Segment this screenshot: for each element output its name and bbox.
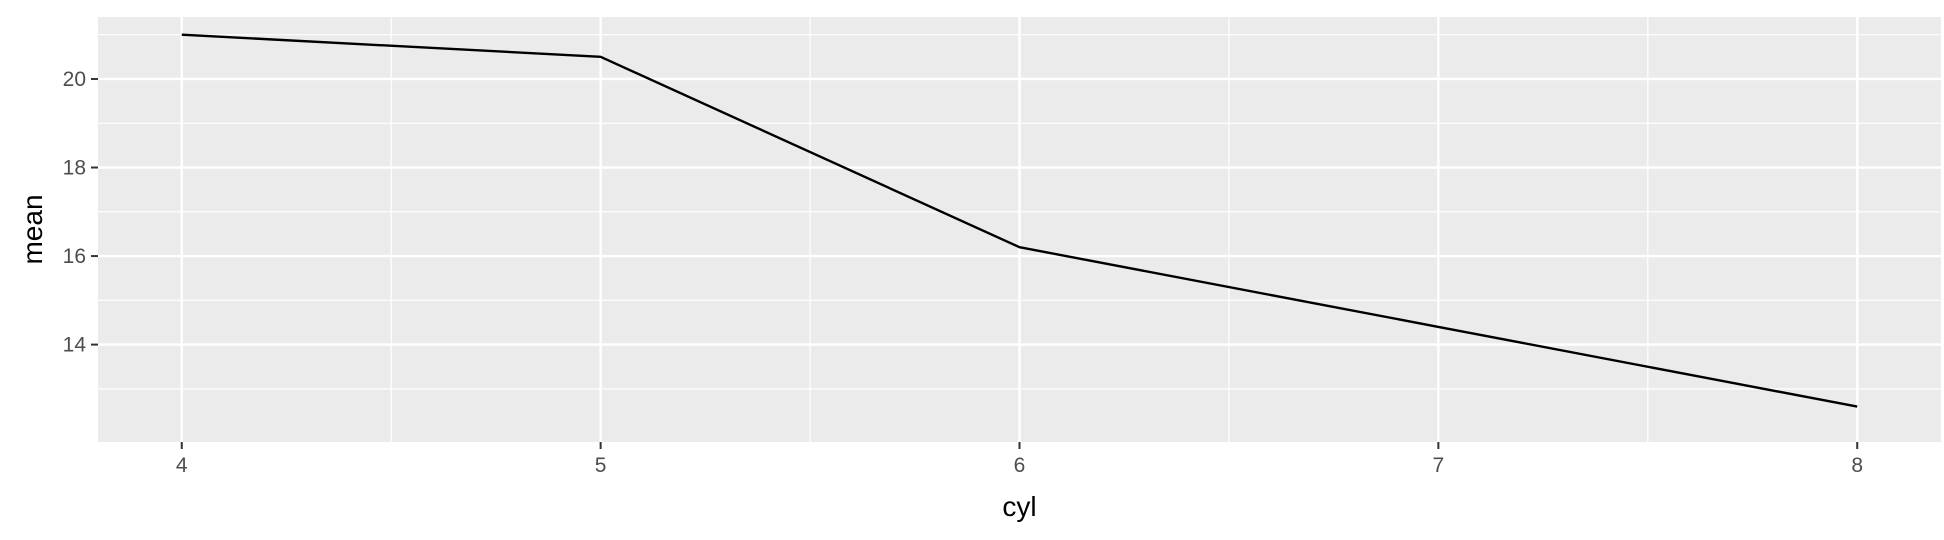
series-layer	[181, 33, 1858, 408]
x-tick-label: 5	[595, 454, 607, 477]
x-tick-label: 6	[1014, 454, 1026, 477]
y-tick-label: 20	[63, 68, 86, 91]
y-tick-label: 14	[63, 334, 87, 357]
x-tick-label: 7	[1433, 454, 1445, 477]
major-gridlines	[98, 17, 1941, 442]
series-line	[181, 33, 1858, 408]
y-tick-label: 18	[63, 157, 86, 180]
y-axis-title: mean	[17, 194, 48, 264]
x-axis: 4 5 6 7 8	[176, 442, 1863, 477]
x-tick-label: 4	[176, 454, 188, 477]
y-axis: 14 16 18 20	[63, 68, 98, 357]
y-tick-label: 16	[63, 245, 86, 268]
x-axis-title: cyl	[1002, 491, 1036, 522]
x-tick-label: 8	[1851, 454, 1863, 477]
